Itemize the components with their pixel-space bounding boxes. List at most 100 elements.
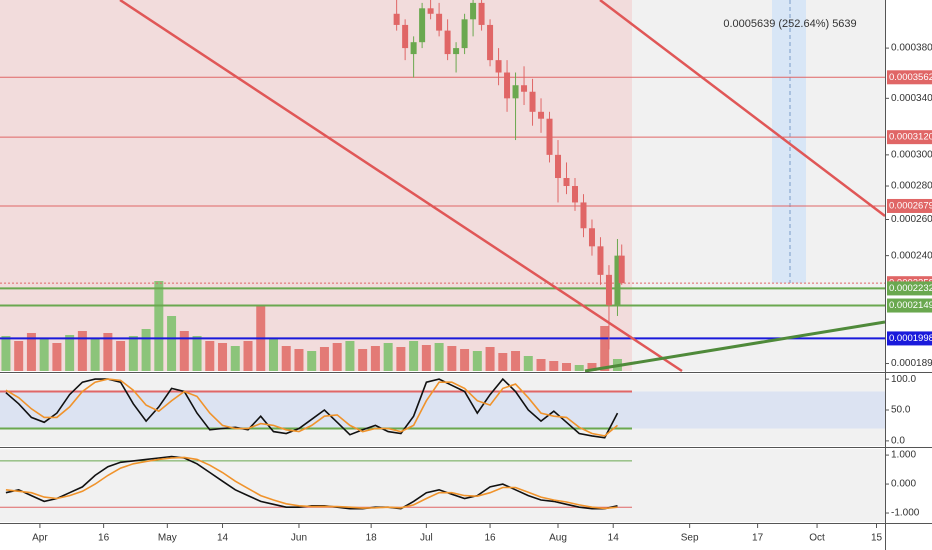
candle-body [410, 42, 417, 55]
price-badge-label: 0.0002679 [889, 200, 932, 211]
volume-bar [332, 343, 342, 371]
candle-body [597, 246, 604, 275]
volume-bar [600, 326, 610, 371]
trend-line [599, 0, 886, 217]
volume-bar [192, 336, 202, 371]
candle-body [563, 178, 570, 187]
candle-body [470, 2, 477, 20]
labels: Apr 16 May 14 Jun 18 Jul 16 Aug 14 Sep 17 Oct 15 0.000… [32, 43, 932, 544]
trend-line [584, 320, 886, 373]
volume-bar [167, 316, 177, 371]
candle-body [588, 228, 595, 247]
trend-line [119, 0, 683, 373]
volume-bar [319, 347, 329, 371]
candle-body [580, 202, 587, 229]
candle-body [512, 85, 519, 99]
volume-bar [1, 336, 11, 371]
price-badge-label: 0.0003562 [889, 72, 932, 83]
volume-bar [141, 329, 151, 371]
volume-bar [307, 351, 317, 371]
price-badge [887, 130, 932, 145]
volume-bar [14, 341, 24, 371]
volume-bar [179, 331, 189, 371]
volume-bar [90, 338, 100, 371]
volume-bar [281, 346, 291, 371]
volume-bar [205, 341, 215, 371]
x-tick-label: Sep [681, 533, 699, 544]
price-badge-label: 0.0002149 [889, 300, 932, 311]
x-tick-label: May [158, 533, 177, 544]
price-badge [887, 198, 932, 213]
volume-bar [268, 339, 278, 371]
volume-bar [421, 345, 431, 371]
volume-bar [447, 346, 457, 371]
volume-bar [116, 341, 126, 371]
volume-bar [358, 349, 368, 371]
osc-pane [0, 449, 885, 522]
candle-body [618, 255, 625, 284]
candle-body [444, 30, 451, 55]
candle-body [393, 13, 400, 25]
volume-bar [103, 333, 113, 371]
candle-body [461, 19, 468, 49]
x-tick-label: Apr [32, 533, 48, 544]
candle-body [529, 91, 536, 112]
volume-bar [460, 349, 470, 371]
volume-bar [549, 361, 559, 371]
candle-body [571, 186, 578, 203]
x-tick-label: Jun [291, 533, 307, 544]
candle-body [521, 85, 528, 92]
y-tick-label: 0.000 [891, 479, 916, 490]
price-badge-label: 0.0003120 [889, 132, 932, 143]
x-tick-label: 16 [98, 533, 110, 544]
volume-bar [154, 281, 164, 371]
volume-bar [485, 347, 495, 371]
volume-bar [536, 359, 546, 371]
volume-bar [243, 341, 253, 371]
price-badge-label: 0.0002232 [889, 283, 932, 294]
x-tick-label: 14 [608, 533, 620, 544]
candle-body [436, 13, 443, 31]
x-tick-label: 14 [217, 533, 229, 544]
volume-bar [77, 331, 87, 371]
candle-body [614, 255, 621, 306]
y-tick-label: 0.0 [891, 436, 905, 447]
price-badge [887, 331, 932, 346]
volume-bar [230, 346, 240, 371]
range-shade [0, 0, 632, 371]
x-tick-label: 18 [366, 533, 378, 544]
price-badge [887, 70, 932, 85]
volume-bar [345, 341, 355, 371]
volume-bar [396, 347, 406, 371]
volume-bar [26, 333, 36, 371]
volume-bar [574, 365, 584, 371]
candle-body [605, 274, 612, 306]
candle-body [495, 60, 502, 73]
volume-bar [511, 351, 521, 371]
candle-body [538, 111, 545, 119]
volume-bar [523, 356, 533, 371]
series-line [5, 378, 619, 437]
candle-body [555, 154, 562, 179]
y-tick-label: 100.0 [891, 374, 916, 385]
volume-bar [294, 349, 304, 371]
candle-body [546, 118, 553, 155]
price-badge [887, 298, 932, 313]
candle-body [504, 72, 511, 99]
volume-bar [383, 343, 393, 371]
volume-bar [370, 346, 380, 371]
band [0, 391, 885, 429]
x-tick-label: Aug [549, 533, 567, 544]
volume-bar [218, 343, 228, 371]
y-tick-label: 50.0 [891, 405, 911, 416]
candle-body [427, 8, 434, 14]
price-badge-label: 0.0001998 [889, 333, 932, 344]
candle-body [402, 24, 409, 49]
